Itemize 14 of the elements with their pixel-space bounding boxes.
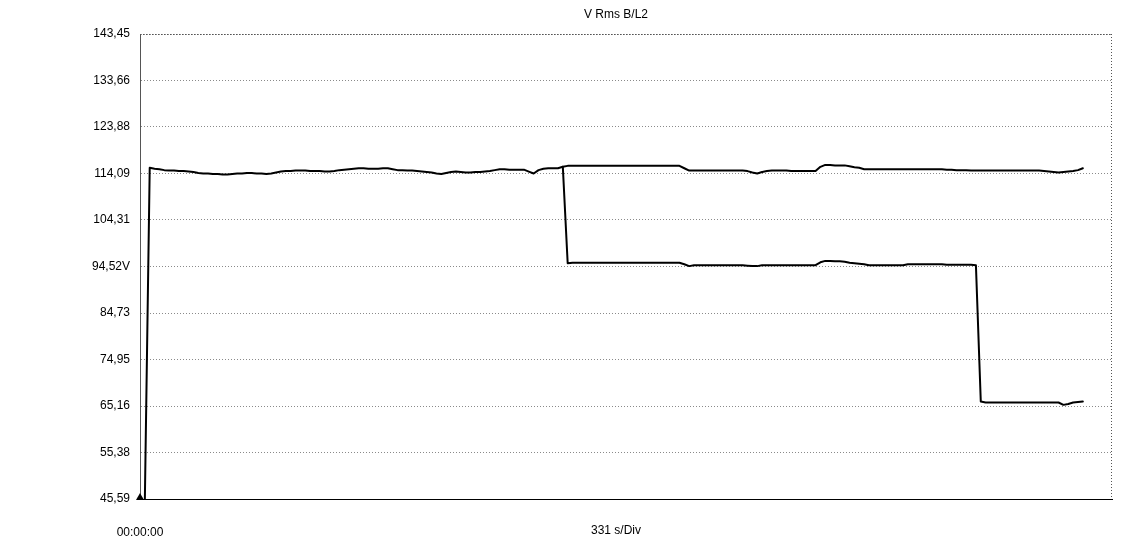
y-tick-label: 143,45 [93,26,131,41]
chart-title: V Rms B/L2 [583,7,649,22]
y-tick-label: 65,16 [99,398,131,413]
y-tick-label: 55,38 [99,444,131,459]
x-axis-title: 331 s/Div [590,523,642,538]
y-tick-label: 104,31 [93,212,131,227]
y-tick-label: 74,95 [99,351,131,366]
y-tick-label: 84,73 [99,305,131,320]
x-tick-label: 00:00:00 [116,524,164,539]
y-tick-label: 45,59 [99,491,131,506]
y-tick-label: 94,52V [91,258,130,273]
y-tick-label: 133,66 [93,72,131,87]
y-tick-label: 123,88 [93,119,131,134]
y-tick-label: 114,09 [94,165,131,180]
